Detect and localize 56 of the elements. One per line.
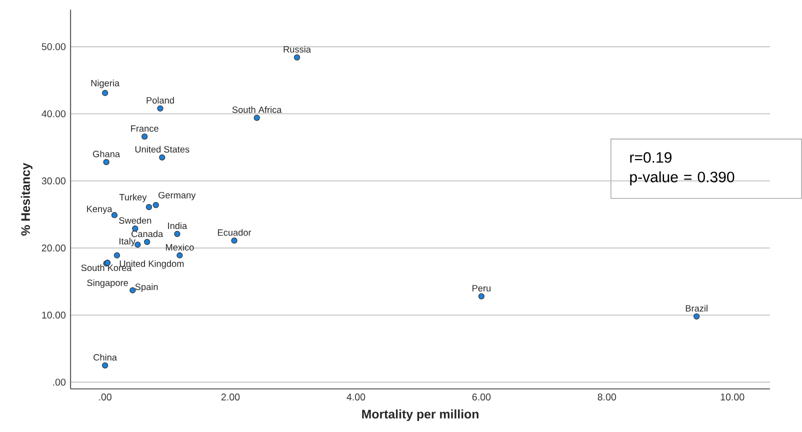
annotation: Brazil	[686, 304, 708, 312]
point	[159, 154, 166, 160]
annotation: Canada	[132, 230, 164, 238]
x-tick-label: 10.00	[720, 394, 744, 400]
annotation: Italy	[120, 238, 136, 246]
annotation: Ecuador	[218, 229, 252, 236]
point	[152, 202, 159, 208]
point	[146, 204, 152, 210]
point	[103, 159, 110, 166]
annotation: p-value = 0.390	[630, 171, 734, 186]
annotation: r=0.19	[630, 152, 672, 163]
annotation: Ghana	[93, 150, 120, 158]
x-axis-title: Mortality per million	[362, 409, 478, 421]
x-tick-label: 4.00	[346, 394, 366, 400]
annotation: Germany	[158, 192, 196, 200]
point	[141, 134, 148, 140]
point	[694, 313, 700, 320]
point	[111, 212, 118, 218]
annotation: Spain	[135, 283, 158, 292]
annotation: Turkey	[119, 194, 147, 202]
point	[478, 293, 485, 300]
point	[254, 114, 260, 121]
x-tick-label: 6.00	[472, 394, 491, 400]
point	[294, 54, 300, 60]
y-tick-label: 40.00	[42, 110, 66, 118]
y-tick-label: 10.00	[42, 312, 66, 319]
annotation: Russia	[284, 46, 311, 53]
point	[144, 238, 150, 246]
annotation: Poland	[146, 96, 174, 104]
point	[176, 252, 183, 258]
point	[174, 230, 180, 237]
x-tick-label: 8.00	[598, 394, 616, 400]
annotation: South Africa	[232, 106, 282, 113]
annotation: United States	[135, 146, 190, 153]
point	[102, 362, 108, 368]
x-tick-label: .00	[99, 394, 112, 400]
point	[114, 252, 120, 258]
y-axis-title: % Hesitancy	[20, 162, 32, 236]
annotation: South Korea	[81, 264, 132, 272]
annotation: Sweden	[119, 216, 152, 224]
annotation: Nigeria	[91, 80, 120, 88]
y-tick-label: 20.00	[42, 244, 66, 252]
annotation: Mexico	[166, 244, 194, 251]
x-tick-label: 2.00	[221, 394, 240, 400]
point	[102, 90, 108, 96]
point	[231, 238, 238, 244]
annotation: France	[131, 125, 158, 132]
y-tick-label: 30.00	[42, 177, 66, 184]
annotation: Singapore	[87, 279, 128, 288]
annotation: Kenya	[87, 206, 112, 214]
y-tick-label: 50.00	[42, 43, 66, 50]
point	[157, 105, 164, 112]
annotation: India	[168, 222, 188, 230]
annotation: China	[94, 354, 117, 361]
annotation: Peru	[472, 285, 490, 292]
y-tick-label: .00	[53, 378, 66, 386]
